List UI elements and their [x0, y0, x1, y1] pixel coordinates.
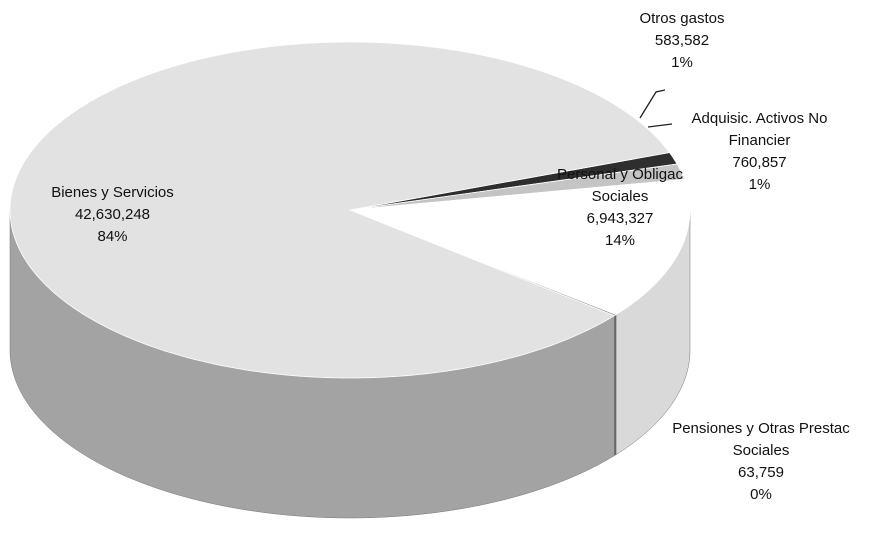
leader-line [639, 89, 666, 119]
leader-line [647, 123, 673, 128]
slice-side [614, 314, 617, 457]
data-label: Otros gastos 583,582 1% [612, 8, 752, 74]
percent-label: 1% [671, 54, 693, 71]
data-label: Pensiones y Otras Prestac Sociales 63,759… [645, 418, 877, 506]
percent-label: 1% [748, 176, 771, 193]
slice [9, 41, 671, 379]
category: Otros gastos [639, 10, 725, 27]
category: Adquisic. Activos No Financier [691, 110, 828, 149]
category: Bienes y Servicios [51, 184, 174, 201]
category: Pensiones y Otras Prestac Sociales [672, 420, 850, 459]
slice [349, 178, 691, 316]
slice [349, 163, 685, 211]
data-label: Personal y Obligac Sociales 6,943,327 14% [555, 164, 685, 252]
percent-label: 0% [750, 486, 772, 503]
category: Personal y Obligac Sociales [557, 166, 683, 205]
value-label: 760,857 [732, 154, 787, 171]
value-label: 583,582 [654, 32, 710, 49]
percent-label: 14% [604, 232, 636, 249]
data-label: Bienes y Servicios 42,630,248 84% [20, 182, 205, 248]
value-label: 6,943,327 [586, 210, 654, 227]
value-label: 63,759 [738, 464, 784, 481]
value-label: 42,630,248 [74, 206, 151, 223]
data-label: Adquisic. Activos No Financier 760,857 1% [672, 108, 847, 196]
percent-label: 84% [97, 228, 128, 245]
